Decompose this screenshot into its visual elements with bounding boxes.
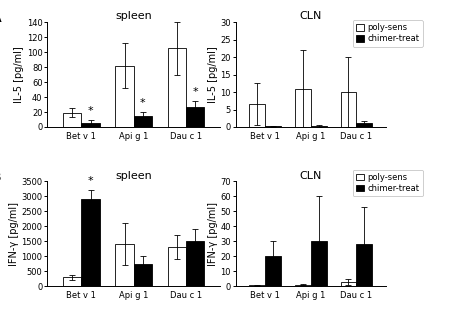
Bar	[340, 282, 356, 286]
Bar	[134, 116, 152, 127]
Bar	[249, 104, 265, 127]
Legend: poly-sens, chimer-treat: poly-sens, chimer-treat	[353, 20, 423, 47]
Bar	[116, 66, 134, 127]
Bar	[356, 244, 373, 286]
Legend: poly-sens, chimer-treat: poly-sens, chimer-treat	[353, 169, 423, 196]
Text: *: *	[88, 176, 93, 186]
Bar	[265, 256, 282, 286]
Title: CLN: CLN	[300, 171, 322, 181]
Bar	[134, 264, 152, 286]
Bar	[295, 89, 311, 127]
Title: spleen: spleen	[115, 171, 152, 181]
Bar	[63, 277, 82, 286]
Bar	[63, 113, 82, 127]
Text: B: B	[0, 171, 1, 184]
Bar	[116, 244, 134, 286]
Bar	[295, 285, 311, 286]
Bar	[168, 48, 186, 127]
Bar	[311, 241, 327, 286]
Bar	[82, 199, 100, 286]
Bar	[186, 241, 204, 286]
Text: *: *	[192, 86, 198, 97]
Text: A: A	[0, 12, 2, 25]
Title: CLN: CLN	[300, 11, 322, 22]
Y-axis label: IL-5 [pg/ml]: IL-5 [pg/ml]	[208, 46, 218, 103]
Bar	[356, 123, 373, 127]
Y-axis label: IFN-γ [pg/ml]: IFN-γ [pg/ml]	[9, 202, 18, 266]
Y-axis label: IFN-γ [pg/ml]: IFN-γ [pg/ml]	[208, 202, 218, 266]
Text: *: *	[88, 106, 93, 116]
Text: *: *	[140, 98, 146, 108]
Bar	[168, 247, 186, 286]
Bar	[265, 126, 282, 127]
Bar	[82, 122, 100, 127]
Y-axis label: IL-5 [pg/ml]: IL-5 [pg/ml]	[14, 46, 24, 103]
Bar	[340, 92, 356, 127]
Bar	[311, 126, 327, 127]
Bar	[186, 107, 204, 127]
Title: spleen: spleen	[115, 11, 152, 22]
